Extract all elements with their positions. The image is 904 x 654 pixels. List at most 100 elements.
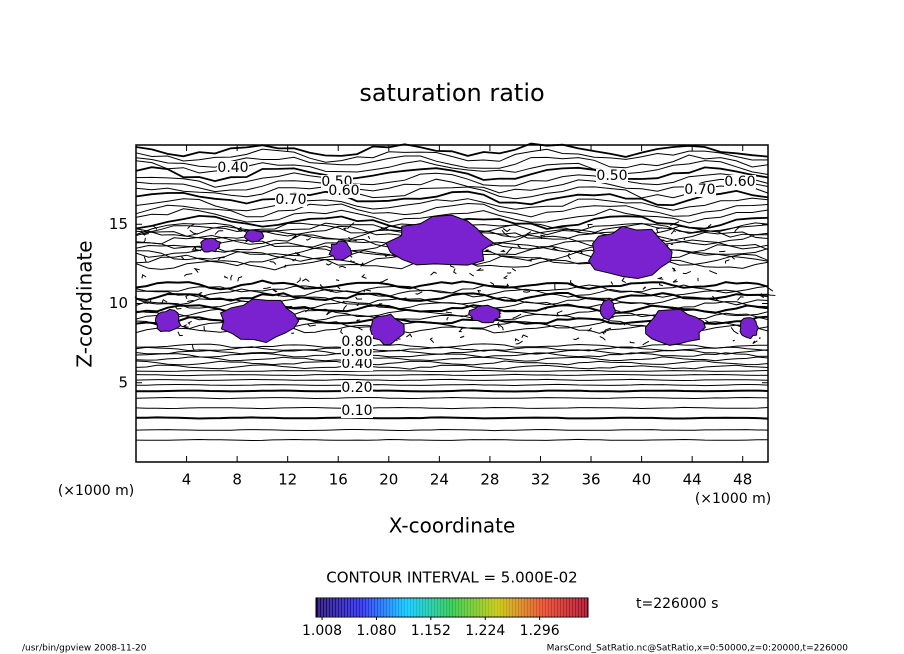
shaded-region xyxy=(243,229,265,243)
contour-line xyxy=(135,369,769,373)
contour-speck xyxy=(758,337,761,339)
shaded-region xyxy=(369,313,405,346)
contour-label-bg xyxy=(724,175,756,189)
contour-speck xyxy=(587,223,593,228)
contour-line xyxy=(135,438,768,442)
contour-speck xyxy=(191,344,195,351)
contour-speck xyxy=(224,275,229,279)
contour-line xyxy=(136,383,769,387)
contour-speck xyxy=(453,268,457,275)
contour-speck xyxy=(509,298,513,301)
contour-line xyxy=(135,292,769,303)
contour-label: 0.60 xyxy=(328,183,359,199)
contour-label: 0.40 xyxy=(217,160,248,176)
contour-speck xyxy=(502,228,511,233)
contour-speck xyxy=(705,319,710,324)
contour-line xyxy=(135,185,769,200)
shaded-region xyxy=(588,225,673,280)
contour-line xyxy=(135,172,769,188)
contour-speck xyxy=(340,328,344,335)
contour-speck xyxy=(599,335,606,341)
shaded-region xyxy=(739,317,760,340)
contour-speck xyxy=(161,299,168,303)
contour-speck xyxy=(477,289,481,294)
contour-speck xyxy=(269,261,277,265)
x-tick-label: 16 xyxy=(329,471,348,489)
contour-speck xyxy=(709,270,718,275)
contour-speck xyxy=(587,327,593,332)
contour-speck xyxy=(655,227,663,234)
contour-line xyxy=(135,288,769,298)
contour-line xyxy=(135,202,769,218)
x-unit-left: (×1000 m) xyxy=(58,483,134,499)
contour-speck xyxy=(683,238,686,241)
x-unit-right: (×1000 m) xyxy=(695,491,771,507)
contour-line xyxy=(135,279,769,291)
contour-speck xyxy=(380,226,389,231)
x-tick-label: 20 xyxy=(379,471,398,489)
y-tick-label: 15 xyxy=(109,215,128,233)
contour-speck xyxy=(214,230,224,235)
contour-line xyxy=(135,352,769,358)
contour-speck xyxy=(383,253,390,258)
contour-speck xyxy=(501,229,511,238)
contour-speck xyxy=(348,236,357,242)
contour-speck xyxy=(544,305,553,310)
contour-speck xyxy=(187,320,192,325)
contour-label: 0.80 xyxy=(341,334,372,350)
contour-line xyxy=(135,373,769,377)
contour-speck xyxy=(356,303,360,306)
contour-speck xyxy=(325,262,332,266)
contour-speck xyxy=(499,249,506,253)
contour-line xyxy=(135,166,769,183)
footer-right: MarsCond_SatRatio.nc@SatRatio,x=0:50000,… xyxy=(547,644,849,654)
contour-line xyxy=(135,154,769,169)
contour-speck xyxy=(528,258,533,262)
contour-speck xyxy=(621,277,626,284)
contour-line xyxy=(135,364,769,370)
chart-title: saturation ratio xyxy=(359,79,544,107)
contour-speck xyxy=(193,267,200,273)
contour-speck xyxy=(733,226,741,234)
contour-speck xyxy=(752,340,758,344)
contour-speck xyxy=(737,296,744,301)
shaded-region xyxy=(219,298,300,344)
shaded-region xyxy=(385,214,495,266)
contour-label-bg xyxy=(341,357,373,371)
contour-speck xyxy=(338,265,347,269)
shaded-region xyxy=(468,304,501,324)
contour-speck xyxy=(498,324,504,331)
contour-speck xyxy=(573,337,580,341)
contour-speck xyxy=(458,327,463,333)
contour-label-bg xyxy=(275,193,307,207)
x-tick-label: 36 xyxy=(581,471,600,489)
contour-speck xyxy=(469,272,474,277)
contour-speck xyxy=(327,310,337,315)
contour-speck xyxy=(304,308,310,313)
contour-speck xyxy=(183,273,193,277)
shaded-region xyxy=(154,308,182,333)
contour-speck xyxy=(515,340,523,345)
y-tick-label: 10 xyxy=(109,294,128,312)
contour-speck xyxy=(522,290,531,293)
contour-speck xyxy=(328,289,334,293)
contour-speck xyxy=(401,297,407,301)
contour-speck xyxy=(517,244,521,249)
contour-speck xyxy=(379,278,389,283)
contour-speck xyxy=(551,246,559,251)
contour-speck xyxy=(730,326,739,335)
contour-line xyxy=(135,189,769,207)
contour-speck xyxy=(305,237,311,241)
x-tick-label: 44 xyxy=(683,471,702,489)
contour-speck xyxy=(526,231,532,236)
contour-label-bg xyxy=(341,335,373,349)
contour-speck xyxy=(189,229,199,235)
contour-speck xyxy=(521,334,529,338)
contour-line xyxy=(135,208,769,224)
contour-speck xyxy=(514,338,520,342)
contour-speck xyxy=(765,285,774,292)
colorbar-tick-label: 1.224 xyxy=(465,623,505,639)
contour-label: 0.60 xyxy=(724,174,755,190)
contour-label: 0.10 xyxy=(341,403,372,419)
contour-speck xyxy=(671,267,676,272)
